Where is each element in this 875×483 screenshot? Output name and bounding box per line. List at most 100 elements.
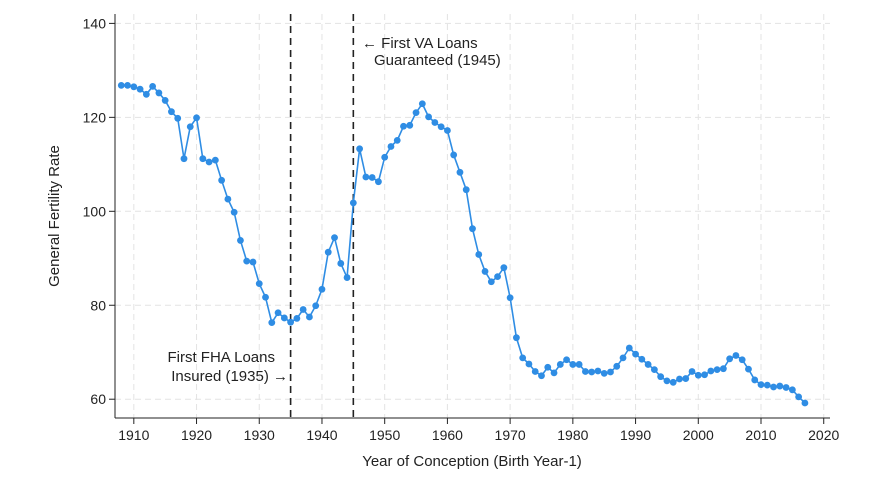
data-point bbox=[644, 361, 652, 368]
data-point bbox=[255, 280, 263, 288]
data-point bbox=[224, 195, 232, 203]
data-point bbox=[745, 365, 752, 373]
data-point bbox=[375, 178, 382, 186]
data-point bbox=[456, 168, 464, 176]
x-tick-label: 2010 bbox=[745, 427, 776, 443]
data-point bbox=[513, 334, 520, 342]
data-point bbox=[663, 377, 671, 385]
fha-annotation-line1: First FHA Loans bbox=[167, 349, 275, 366]
data-point bbox=[726, 355, 734, 363]
gridlines bbox=[115, 14, 830, 418]
data-point bbox=[757, 381, 765, 389]
data-point bbox=[657, 373, 665, 381]
data-point bbox=[205, 158, 213, 166]
x-tick-label: 1990 bbox=[620, 427, 651, 443]
data-point bbox=[682, 375, 690, 382]
data-point bbox=[450, 151, 458, 159]
data-point bbox=[525, 360, 533, 368]
data-point bbox=[211, 156, 219, 164]
data-point bbox=[581, 368, 589, 375]
data-point bbox=[400, 122, 407, 130]
data-point bbox=[713, 366, 721, 374]
data-point bbox=[431, 119, 439, 126]
data-point bbox=[299, 306, 307, 313]
data-point bbox=[293, 315, 301, 322]
data-point bbox=[625, 344, 633, 352]
policy-lines bbox=[289, 14, 355, 418]
data-point bbox=[632, 350, 639, 358]
data-point bbox=[262, 293, 269, 301]
data-point bbox=[230, 208, 238, 216]
data-point bbox=[393, 136, 401, 144]
data-point bbox=[387, 143, 395, 150]
data-point bbox=[788, 386, 796, 394]
data-point bbox=[538, 372, 545, 380]
x-tick-label: 1980 bbox=[557, 427, 588, 443]
data-point bbox=[607, 368, 614, 376]
data-point bbox=[519, 354, 527, 362]
data-point bbox=[193, 114, 200, 122]
data-point bbox=[481, 268, 489, 275]
data-point bbox=[506, 294, 514, 302]
x-tick-label: 2000 bbox=[683, 427, 714, 443]
data-point bbox=[732, 352, 740, 359]
data-point bbox=[287, 318, 295, 326]
data-point bbox=[168, 108, 175, 116]
data-point bbox=[487, 278, 495, 286]
data-point bbox=[174, 114, 182, 122]
data-point bbox=[280, 314, 288, 322]
data-point bbox=[312, 302, 320, 310]
data-point bbox=[368, 174, 376, 181]
data-point bbox=[155, 89, 163, 97]
y-tick-label: 120 bbox=[83, 109, 107, 125]
x-tick-label: 1910 bbox=[118, 427, 149, 443]
data-point bbox=[243, 257, 251, 265]
data-point bbox=[412, 109, 420, 117]
data-point bbox=[349, 199, 357, 207]
fha-annotation-line2: Insured (1935) → bbox=[171, 368, 288, 385]
data-point bbox=[556, 361, 564, 368]
data-point bbox=[437, 123, 445, 131]
data-point bbox=[588, 368, 596, 376]
data-point bbox=[569, 361, 577, 368]
data-point bbox=[149, 82, 157, 90]
data-point bbox=[751, 376, 759, 384]
data-point bbox=[638, 355, 646, 363]
data-point bbox=[306, 313, 313, 321]
data-point bbox=[444, 127, 451, 134]
data-point bbox=[362, 173, 370, 181]
data-point bbox=[462, 186, 470, 194]
data-point bbox=[425, 113, 432, 121]
data-point bbox=[406, 121, 414, 129]
data-point bbox=[707, 367, 715, 375]
data-point bbox=[563, 356, 570, 364]
y-tick-label: 100 bbox=[83, 203, 107, 219]
y-tick-label: 140 bbox=[83, 15, 107, 31]
data-point bbox=[324, 248, 332, 256]
data-point bbox=[418, 100, 426, 108]
data-point bbox=[117, 82, 125, 89]
data-point bbox=[719, 365, 727, 373]
va-annotation-line2: Guaranteed (1945) bbox=[374, 52, 501, 69]
data-point bbox=[650, 366, 658, 374]
data-point bbox=[469, 225, 476, 233]
data-point bbox=[801, 399, 809, 407]
y-tick-label: 80 bbox=[90, 297, 106, 313]
x-tick-label: 1930 bbox=[244, 427, 275, 443]
data-point bbox=[142, 90, 150, 98]
data-point bbox=[274, 309, 282, 317]
data-point bbox=[130, 83, 138, 91]
data-point bbox=[136, 85, 144, 93]
y-tick-label: 60 bbox=[90, 391, 106, 407]
data-point bbox=[531, 368, 539, 375]
data-point bbox=[600, 369, 608, 377]
data-point bbox=[694, 371, 702, 379]
data-point bbox=[500, 264, 508, 272]
x-tick-label: 1920 bbox=[181, 427, 212, 443]
data-point bbox=[249, 258, 257, 266]
data-point bbox=[688, 368, 696, 375]
data-point bbox=[356, 145, 364, 153]
va-annotation-line1: ← First VA Loans bbox=[362, 35, 478, 52]
data-point bbox=[337, 260, 345, 267]
